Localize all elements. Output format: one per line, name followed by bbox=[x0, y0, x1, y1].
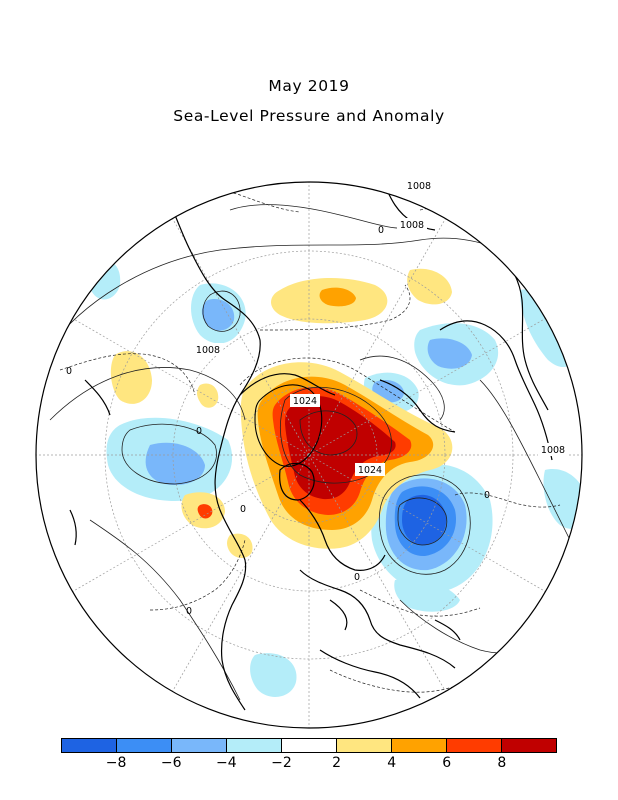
colorbar-tick-label: −6 bbox=[160, 755, 182, 771]
colorbar-swatch bbox=[337, 739, 392, 752]
contour-label-isobar-1: 1008 bbox=[404, 179, 434, 192]
colorbar-tick-label: −4 bbox=[216, 755, 237, 771]
map-title: May 2019 bbox=[268, 77, 350, 95]
zero-label: 0 bbox=[240, 504, 246, 515]
contour-label-isobar-4: 1008 bbox=[538, 443, 568, 456]
colorbar-tick-label: 2 bbox=[332, 755, 342, 771]
svg-text:1008: 1008 bbox=[407, 181, 431, 192]
colorbar-tick-label: 8 bbox=[497, 755, 507, 771]
map-subtitle: Sea-Level Pressure and Anomaly bbox=[173, 107, 445, 125]
colorbar-swatch bbox=[282, 739, 337, 752]
svg-text:1024: 1024 bbox=[358, 465, 382, 476]
contour-label-high-2: 1024 bbox=[355, 463, 385, 476]
colorbar-tick-label: 6 bbox=[442, 755, 452, 771]
colorbar-swatch bbox=[117, 739, 172, 752]
colorbar-tick-label: −8 bbox=[105, 755, 127, 771]
globe-outline bbox=[35, 181, 583, 729]
svg-text:1024: 1024 bbox=[293, 396, 317, 407]
colorbar-tick-labels: −8 −6 −4 −2 2 4 6 8 bbox=[61, 755, 557, 775]
colorbar-swatch bbox=[172, 739, 227, 752]
zero-label: 0 bbox=[196, 426, 202, 437]
colorbar-swatch bbox=[227, 739, 282, 752]
colorbar-swatch bbox=[502, 739, 556, 752]
zero-contour-labels: 0 0 0 0 0 0 0 bbox=[66, 225, 490, 617]
contour-label-high-1: 1024 bbox=[290, 394, 320, 407]
zero-label: 0 bbox=[354, 572, 360, 583]
colorbar-swatch bbox=[392, 739, 447, 752]
colorbar-swatch bbox=[62, 739, 117, 752]
anomaly-colorbar bbox=[61, 738, 557, 753]
svg-text:1008: 1008 bbox=[400, 220, 424, 231]
contour-label-isobar-3: 1008 bbox=[193, 343, 223, 356]
svg-text:1008: 1008 bbox=[541, 445, 565, 456]
zero-label: 0 bbox=[378, 225, 384, 236]
zero-label: 0 bbox=[186, 606, 192, 617]
colorbar-swatch bbox=[447, 739, 502, 752]
contour-label-isobar-2: 1008 bbox=[397, 218, 427, 231]
colorbar-tick-label: −2 bbox=[271, 755, 292, 771]
svg-text:1008: 1008 bbox=[196, 345, 220, 356]
zero-label: 0 bbox=[484, 490, 490, 501]
zero-label: 0 bbox=[66, 366, 72, 377]
colorbar-tick-label: 4 bbox=[387, 755, 397, 771]
